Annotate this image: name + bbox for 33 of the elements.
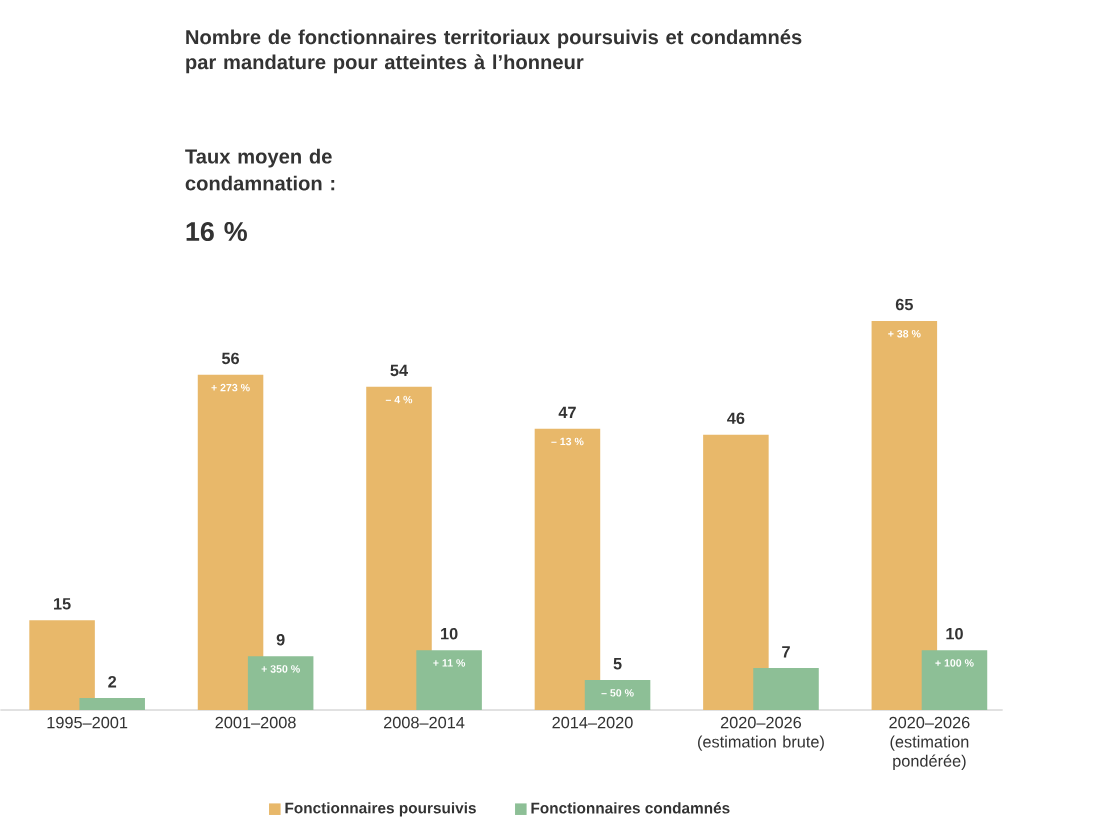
x-tick-label: 2020–2026 (estimation pondérée) [889,716,970,770]
x-tick-label: 2001–2008 [215,716,296,729]
bar [871,320,938,711]
text: Taux moyen de condamnation : [185,148,335,191]
data-label: 54 [390,364,408,377]
chart-title: Nombre de fonctionnaires territoriaux poursuivis et condamnés par mandature pour atteintes à l’honneur [186,29,802,74]
data-label: 65 [895,298,913,311]
x-tick-label: 2020–2026 (estimation brute) [698,716,824,751]
data-label: 2 [108,676,117,688]
bar [921,650,988,711]
x-tick-label: 2008–2014 [384,716,465,729]
bar [247,656,314,711]
x-tick-label: 2014–2020 [552,716,633,729]
data-label: 10 [441,628,458,640]
x-tick-label: 1995–2001 [47,716,128,729]
bar [753,668,819,711]
data-label: 56 [221,352,240,365]
data-label: 47 [558,406,576,419]
data-label: 5 [613,658,622,670]
bar [197,374,264,711]
bar [79,698,145,711]
bar [534,428,601,711]
data-label: 15 [54,598,71,610]
data-label: 10 [946,628,963,640]
bar [29,620,95,711]
bar [416,650,482,711]
text: 16 % [186,222,247,242]
data-label: 9 [276,633,285,646]
data-label: 7 [782,646,790,658]
bar [584,680,651,711]
data-label: 46 [727,412,745,425]
bar [366,386,432,711]
bar [703,434,769,711]
